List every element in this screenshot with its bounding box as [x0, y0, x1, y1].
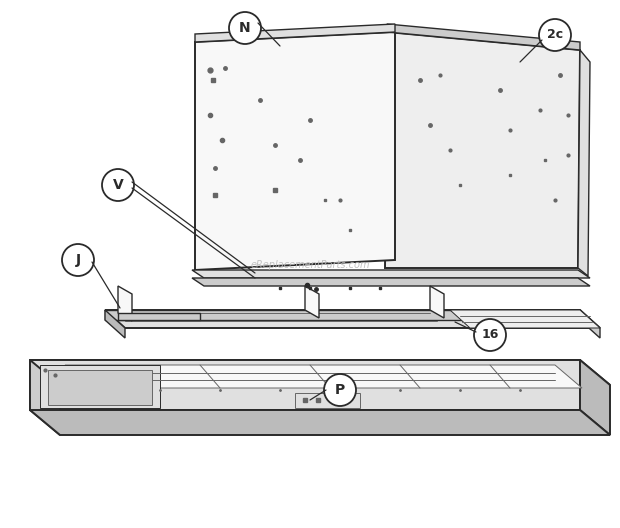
Polygon shape	[105, 310, 600, 328]
Polygon shape	[118, 313, 200, 320]
Text: eReplacementParts.com: eReplacementParts.com	[250, 260, 370, 270]
Text: J: J	[76, 253, 81, 267]
Polygon shape	[305, 286, 319, 318]
Polygon shape	[105, 310, 125, 338]
Polygon shape	[580, 360, 610, 435]
Polygon shape	[105, 310, 580, 320]
Text: N: N	[239, 21, 251, 35]
Polygon shape	[65, 365, 582, 388]
Circle shape	[62, 244, 94, 276]
Circle shape	[102, 169, 134, 201]
Polygon shape	[578, 50, 590, 276]
Polygon shape	[30, 360, 60, 435]
Polygon shape	[192, 278, 590, 286]
Circle shape	[539, 19, 571, 51]
Polygon shape	[450, 310, 600, 328]
Polygon shape	[430, 286, 444, 318]
Polygon shape	[385, 32, 580, 268]
Polygon shape	[195, 24, 395, 42]
Polygon shape	[295, 393, 360, 408]
Polygon shape	[192, 270, 590, 278]
Text: P: P	[335, 383, 345, 397]
Text: 2c: 2c	[547, 29, 563, 42]
Polygon shape	[48, 370, 152, 405]
Polygon shape	[40, 365, 160, 408]
Polygon shape	[30, 410, 610, 435]
Text: 16: 16	[481, 328, 498, 342]
Circle shape	[324, 374, 356, 406]
Circle shape	[229, 12, 261, 44]
Polygon shape	[195, 32, 395, 270]
Circle shape	[474, 319, 506, 351]
Polygon shape	[30, 360, 610, 385]
Polygon shape	[580, 310, 600, 338]
Polygon shape	[30, 360, 580, 410]
Polygon shape	[387, 24, 580, 50]
Polygon shape	[118, 286, 132, 321]
Text: V: V	[113, 178, 123, 192]
